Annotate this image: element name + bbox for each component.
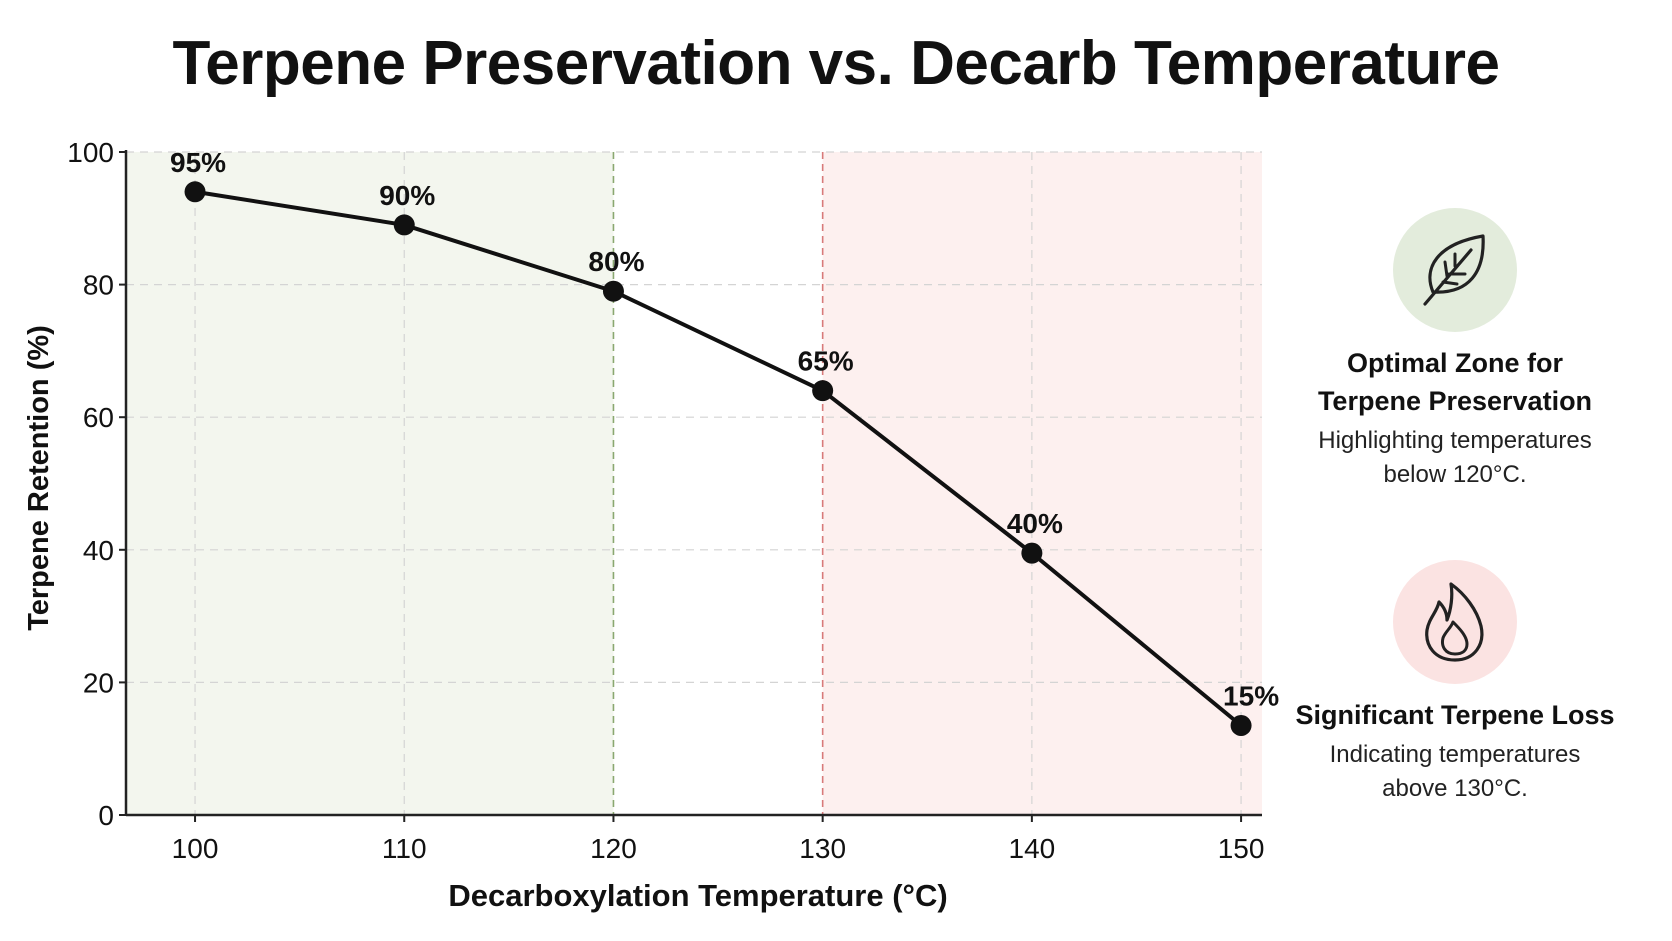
data-point (1021, 542, 1043, 564)
zone-loss (822, 152, 1262, 815)
x-tick-label: 140 (1009, 833, 1056, 864)
ticks: 0 20 40 60 80 100 100 110 120 130 140 150 (67, 137, 1264, 864)
data-label: 40% (1007, 508, 1063, 539)
loss-desc-line2: above 130°C. (1382, 775, 1528, 802)
x-tick-label: 150 (1218, 833, 1265, 864)
data-point (393, 214, 415, 236)
flame-icon (1425, 582, 1484, 662)
loss-badge (1393, 560, 1517, 684)
data-point (1230, 714, 1252, 736)
data-label: 95% (170, 147, 226, 178)
y-tick-label: 40 (83, 535, 114, 566)
y-tick-label: 0 (98, 800, 114, 831)
loss-desc-line1: Indicating temperatures (1329, 741, 1581, 768)
data-label: 90% (379, 180, 435, 211)
y-axis-label: Terpene Retention (%) (23, 325, 55, 631)
x-axis-label: Decarboxylation Temperature (°C) (448, 878, 947, 913)
y-tick-label: 60 (83, 402, 114, 433)
axes (124, 150, 1262, 817)
grid (126, 151, 1262, 815)
optimal-desc-line1: Highlighting temperatures (1318, 427, 1592, 454)
y-tick-label: 80 (83, 270, 114, 301)
data-point (812, 380, 834, 402)
x-tick-label: 110 (382, 833, 427, 864)
series: 95% 90% 80% 65% 40% 15% (170, 147, 1279, 736)
optimal-badge (1393, 208, 1517, 332)
optimal-desc-line2: below 120°C. (1383, 461, 1527, 488)
series-line (194, 189, 1243, 728)
y-tick-label: 100 (67, 137, 114, 168)
data-label: 15% (1223, 680, 1279, 711)
data-label: 65% (798, 346, 854, 377)
legend-loss-zone: Significant Terpene Loss Indicating temp… (1290, 560, 1620, 806)
x-tick-label: 100 (172, 833, 219, 864)
optimal-heading-line2: Terpene Preservation (1317, 386, 1593, 416)
x-tick-label: 130 (799, 833, 846, 864)
leaf-icon (1423, 234, 1485, 306)
legend-optimal-zone: Optimal Zone for Terpene Preservation Hi… (1290, 208, 1620, 492)
data-point (602, 280, 624, 302)
x-tick-label: 120 (590, 833, 637, 864)
data-label: 80% (588, 246, 644, 277)
y-tick-label: 20 (83, 667, 114, 698)
zones (126, 152, 1262, 815)
chart-title: Terpene Preservation vs. Decarb Temperat… (172, 29, 1501, 98)
data-point (184, 181, 206, 203)
loss-heading: Significant Terpene Loss (1295, 700, 1615, 730)
optimal-heading-line1: Optimal Zone for (1347, 348, 1563, 378)
zone-optimal (126, 152, 614, 815)
